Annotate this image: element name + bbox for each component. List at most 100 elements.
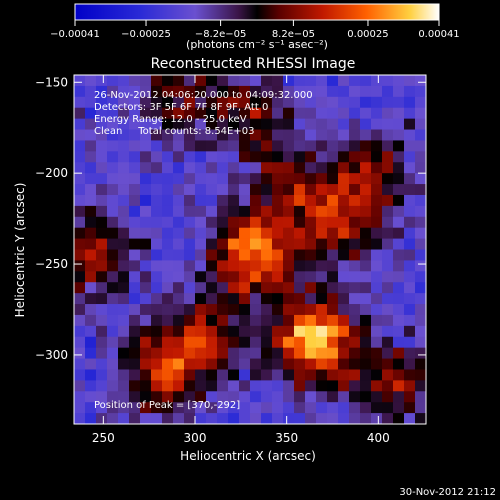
heatmap-cell [283, 227, 295, 240]
heatmap-cell [360, 140, 372, 152]
heatmap-cell [151, 173, 163, 185]
heatmap-cell [382, 96, 394, 109]
heatmap-cell [327, 85, 339, 98]
heatmap-cell [294, 391, 306, 403]
heatmap-cell [140, 314, 152, 327]
heatmap-cell [415, 271, 426, 283]
heatmap-cell [283, 282, 295, 294]
heatmap-cell [261, 347, 273, 360]
heatmap-cell [140, 75, 152, 87]
heatmap-cell [74, 151, 86, 163]
heatmap-cell [184, 129, 196, 142]
heatmap-cell [283, 151, 295, 163]
heatmap-cell [173, 107, 185, 120]
heatmap-cell [360, 282, 372, 294]
heatmap-cell [151, 194, 163, 207]
heatmap-cell [107, 162, 119, 174]
axes: 250 300 350 400 −150 −200 −250 −300 [35, 75, 426, 445]
heatmap-cell [272, 402, 284, 414]
heatmap-cell [382, 358, 394, 371]
heatmap-cell [305, 369, 317, 381]
heatmap-cell [272, 238, 284, 251]
heatmap-cell [184, 249, 196, 262]
heatmap-cell [239, 391, 251, 403]
heatmap-cell [217, 118, 229, 131]
heatmap-cell [393, 173, 405, 185]
heatmap-cell [338, 358, 350, 371]
heatmap-cell [316, 413, 328, 424]
heatmap-cell [118, 380, 130, 392]
heatmap-cell [316, 347, 328, 360]
heatmap-cell [151, 118, 163, 131]
heatmap-cell [107, 282, 119, 294]
heatmap-cell [327, 325, 339, 338]
heatmap-cell [316, 205, 328, 218]
heatmap-cell [327, 380, 339, 392]
heatmap-cell [140, 304, 152, 316]
heatmap-cell [217, 314, 229, 327]
heatmap-cell [360, 380, 372, 392]
heatmap-cell [184, 391, 196, 403]
colorbar-tick-label: 8.2e−05 [272, 29, 315, 40]
heatmap-cell [316, 293, 328, 305]
heatmap-cell [96, 129, 108, 142]
heatmap-cell [250, 325, 262, 338]
heatmap-cell [404, 271, 416, 283]
heatmap-cell [250, 293, 262, 305]
heatmap-cell [107, 118, 119, 131]
heatmap-cell [371, 413, 383, 424]
heatmap-cell [140, 260, 152, 272]
heatmap-cell [382, 216, 394, 229]
heatmap-cell [393, 249, 405, 262]
heatmap-cell [118, 304, 130, 316]
heatmap-cell [107, 369, 119, 381]
heatmap-cell [250, 118, 262, 131]
heatmap-cell [107, 85, 119, 98]
heatmap-cell [305, 129, 317, 142]
heatmap-cell [74, 260, 86, 272]
heatmap-cell [360, 314, 372, 327]
heatmap-cell [261, 238, 273, 251]
heatmap-cell [327, 151, 339, 163]
heatmap-cell [393, 107, 405, 120]
heatmap-cell [294, 151, 306, 163]
heatmap-cell [349, 173, 361, 185]
heatmap-cell [151, 369, 163, 381]
heatmap-cell [74, 391, 86, 403]
heatmap-cell [129, 282, 141, 294]
heatmap-cell [382, 293, 394, 305]
heatmap-cell [316, 380, 328, 392]
heatmap-cell [96, 325, 108, 338]
heatmap-cell [261, 194, 273, 207]
heatmap-cell [305, 402, 317, 414]
heatmap-cell [228, 282, 240, 294]
heatmap-cell [305, 304, 317, 316]
heatmap-cell [415, 336, 426, 349]
heatmap-cell [404, 107, 416, 120]
heatmap-cell [360, 336, 372, 349]
heatmap-cell [294, 336, 306, 349]
heatmap-cell [239, 413, 251, 424]
heatmap-cell [228, 184, 240, 196]
heatmap-cell [338, 75, 350, 87]
heatmap-cell [283, 336, 295, 349]
heatmap-cell [217, 336, 229, 349]
heatmap-cell [283, 140, 295, 152]
heatmap-cell [74, 358, 86, 371]
heatmap-cell [74, 369, 86, 381]
heatmap-cell [404, 173, 416, 185]
heatmap-cell [96, 140, 108, 152]
heatmap-cell [129, 173, 141, 185]
heatmap-cell [96, 413, 108, 424]
heatmap-cell [206, 325, 218, 338]
heatmap-cell [96, 96, 108, 109]
heatmap-cell [250, 413, 262, 424]
heatmap-cell [327, 260, 339, 272]
heatmap-cell [228, 140, 240, 152]
heatmap-cell [118, 325, 130, 338]
heatmap-cell [327, 96, 339, 109]
x-tick-label: 350 [275, 431, 298, 445]
heatmap-cell [96, 85, 108, 98]
heatmap-cell [239, 402, 251, 414]
heatmap-cell [140, 173, 152, 185]
